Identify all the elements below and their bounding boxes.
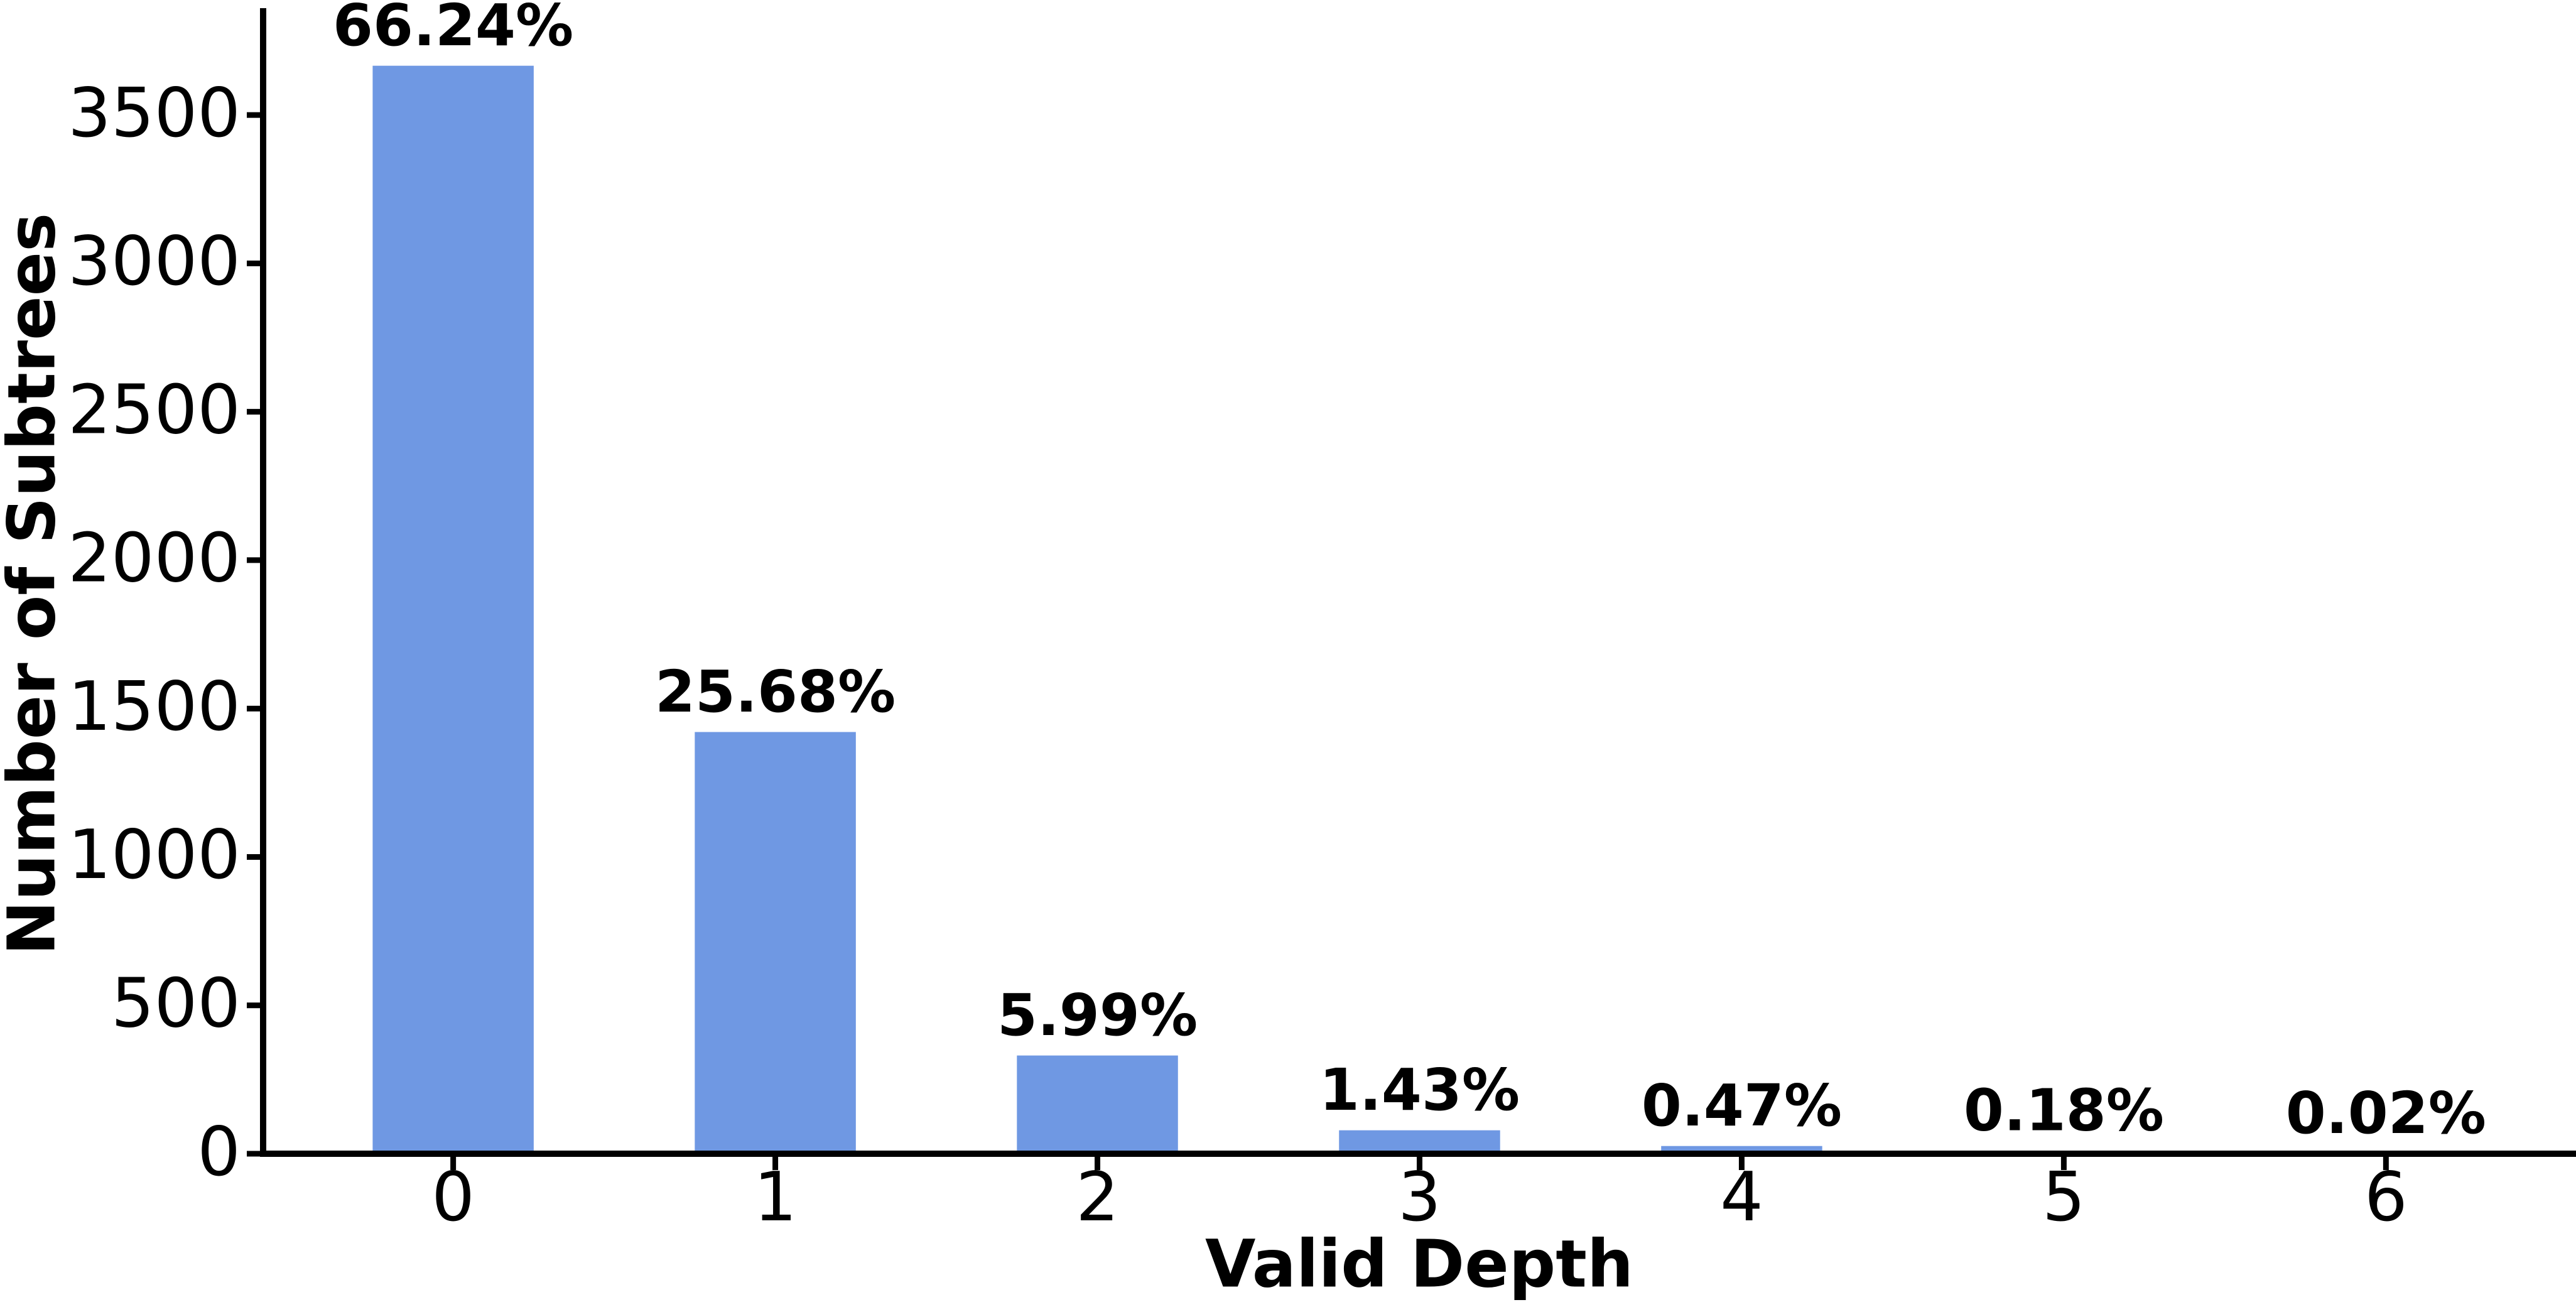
value-label: 0.18% [1964, 1077, 2164, 1144]
value-label: 25.68% [655, 658, 896, 725]
value-label: 0.02% [2286, 1080, 2486, 1147]
y-tick-label: 3500 [68, 74, 241, 153]
bar [695, 732, 856, 1154]
x-axis-label: Valid Depth [1205, 1225, 1633, 1302]
y-tick-label: 0 [197, 1113, 241, 1191]
bar [372, 65, 534, 1154]
x-tick-label: 5 [2042, 1158, 2086, 1237]
x-tick-label: 1 [754, 1158, 797, 1237]
value-label: 66.24% [333, 0, 573, 59]
x-tick-label: 2 [1076, 1158, 1119, 1237]
value-label: 0.47% [1642, 1072, 1842, 1139]
y-tick-label: 2500 [68, 371, 241, 449]
x-tick-label: 4 [1720, 1158, 1763, 1237]
y-tick-label: 1000 [68, 816, 241, 894]
y-tick-label: 1500 [68, 668, 241, 746]
value-label: 5.99% [997, 982, 1198, 1049]
value-label: 1.43% [1319, 1056, 1520, 1124]
y-tick-label: 500 [111, 965, 241, 1043]
y-tick-label: 2000 [68, 519, 241, 598]
x-tick-label: 6 [2364, 1158, 2408, 1237]
y-tick-label: 3000 [68, 222, 241, 301]
x-tick-label: 3 [1398, 1158, 1441, 1237]
bar [1017, 1055, 1178, 1154]
y-axis-label: Number of Subtrees [0, 213, 70, 955]
bar [1339, 1130, 1500, 1154]
x-tick-label: 0 [431, 1158, 475, 1237]
